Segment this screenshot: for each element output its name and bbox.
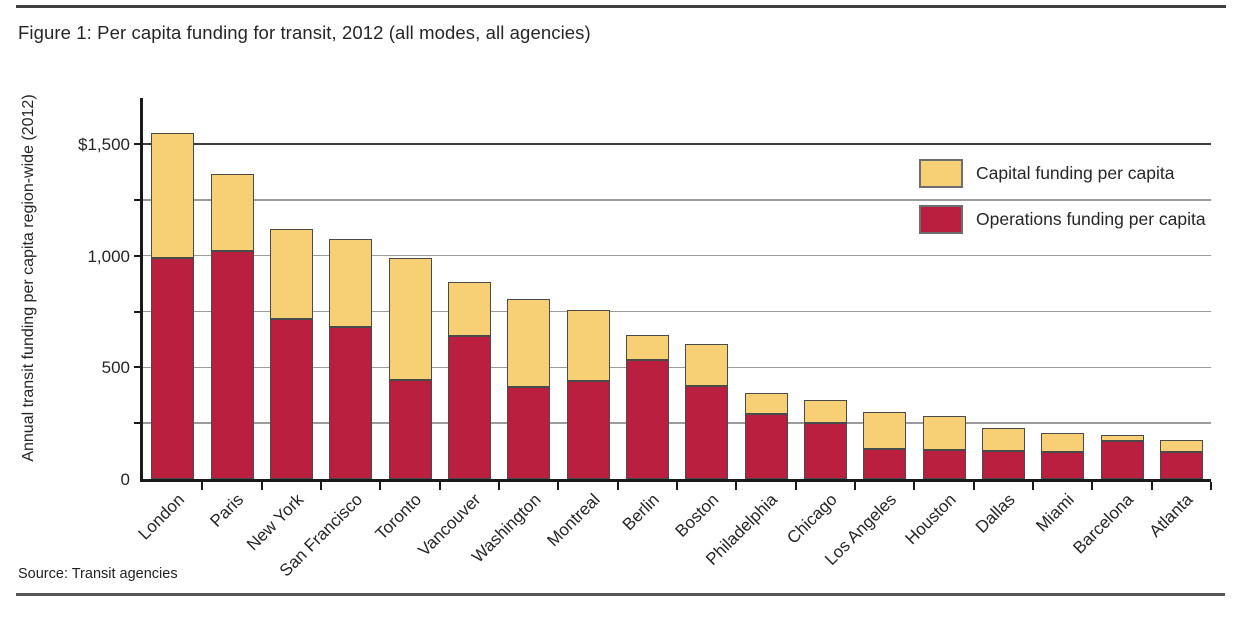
bar-segment-operations	[329, 327, 373, 479]
x-tick	[1032, 482, 1034, 490]
x-tick	[616, 482, 619, 490]
bar-segment-capital	[981, 427, 1025, 451]
y-tick	[134, 198, 140, 201]
bar-segment-capital	[1159, 439, 1203, 452]
x-axis-line	[140, 479, 1211, 482]
bar-segment-operations	[566, 380, 610, 479]
bottom-rule	[16, 593, 1225, 596]
bar-segment-operations	[1159, 451, 1203, 479]
gridline	[143, 143, 1211, 146]
bar-segment-operations	[151, 257, 195, 479]
x-category-label: Chicago	[783, 490, 841, 548]
bar-segment-capital	[210, 174, 254, 252]
x-tick	[854, 482, 856, 490]
x-tick	[201, 482, 204, 490]
x-tick	[794, 482, 797, 490]
bar-segment-capital	[863, 412, 907, 449]
bar-segment-capital	[329, 238, 373, 328]
gridline	[143, 254, 1211, 257]
x-tick	[379, 482, 382, 490]
gridline	[143, 366, 1211, 369]
y-tick	[134, 422, 140, 425]
x-tick	[557, 482, 560, 490]
bar-segment-capital	[803, 399, 847, 424]
bar-segment-operations	[1041, 451, 1085, 479]
y-tick-label: 0	[120, 470, 130, 489]
x-tick	[735, 482, 738, 490]
figure-title: Figure 1: Per capita funding for transit…	[18, 22, 591, 43]
y-tick-label: 500	[101, 358, 130, 378]
bar-segment-operations	[447, 336, 491, 479]
y-tick	[134, 254, 140, 257]
bar-segment-operations	[210, 251, 254, 479]
x-category-label: Atlanta	[1145, 490, 1197, 541]
x-tick	[1091, 482, 1094, 490]
x-category-label: Dallas	[971, 490, 1019, 537]
x-tick	[1150, 482, 1153, 490]
bar-segment-capital	[447, 282, 491, 337]
bar-segment-capital	[922, 416, 966, 450]
bar-segment-operations	[863, 448, 907, 479]
bar-segment-operations	[981, 450, 1025, 479]
bar-segment-operations	[922, 449, 966, 479]
bar-segment-operations	[507, 387, 551, 479]
x-category-label: Berlin	[618, 490, 663, 535]
bar-segment-capital	[566, 310, 610, 381]
x-category-label: Miami	[1032, 490, 1079, 536]
bar-segment-capital	[1041, 432, 1085, 452]
y-tick	[134, 310, 140, 313]
bar-segment-capital	[1100, 435, 1144, 441]
x-tick	[676, 482, 678, 490]
x-category-label: Paris	[206, 490, 248, 531]
bar-segment-operations	[388, 379, 432, 479]
x-tick	[913, 482, 916, 490]
x-tick	[320, 482, 322, 490]
x-category-label: Boston	[671, 490, 723, 541]
bar-segment-capital	[744, 393, 788, 415]
y-tick	[134, 143, 140, 145]
bar-segment-capital	[507, 299, 551, 388]
x-category-label: Toronto	[371, 490, 426, 544]
y-tick	[134, 366, 140, 369]
x-tick	[438, 482, 441, 490]
bar-segment-operations	[625, 359, 669, 479]
bar-segment-operations	[803, 423, 847, 479]
bar-segment-capital	[685, 343, 729, 387]
x-category-label: Montreal	[543, 490, 604, 551]
bar-segment-operations	[1100, 440, 1144, 479]
gridline	[143, 422, 1211, 424]
x-tick	[260, 482, 263, 490]
x-category-label: Houston	[901, 490, 960, 549]
gridline	[143, 199, 1211, 201]
x-tick	[498, 482, 500, 490]
bar-segment-operations	[685, 386, 729, 479]
bar-segment-capital	[388, 257, 432, 380]
x-category-label: Barcelona	[1069, 490, 1138, 558]
x-category-label: London	[134, 490, 189, 544]
gridline	[143, 310, 1211, 313]
source-note: Source: Transit agencies	[18, 566, 178, 582]
bar-segment-capital	[269, 228, 313, 320]
bar-segment-capital	[151, 132, 195, 258]
x-tick	[972, 482, 975, 490]
bar-segment-capital	[625, 334, 669, 360]
bar-segment-operations	[744, 414, 788, 479]
y-tick-label: $1,500	[78, 135, 130, 154]
y-axis-line	[140, 98, 143, 482]
top-rule	[16, 5, 1226, 8]
bar-segment-operations	[269, 319, 313, 479]
x-tick	[1210, 482, 1212, 490]
y-tick-label: 1,000	[87, 246, 130, 266]
